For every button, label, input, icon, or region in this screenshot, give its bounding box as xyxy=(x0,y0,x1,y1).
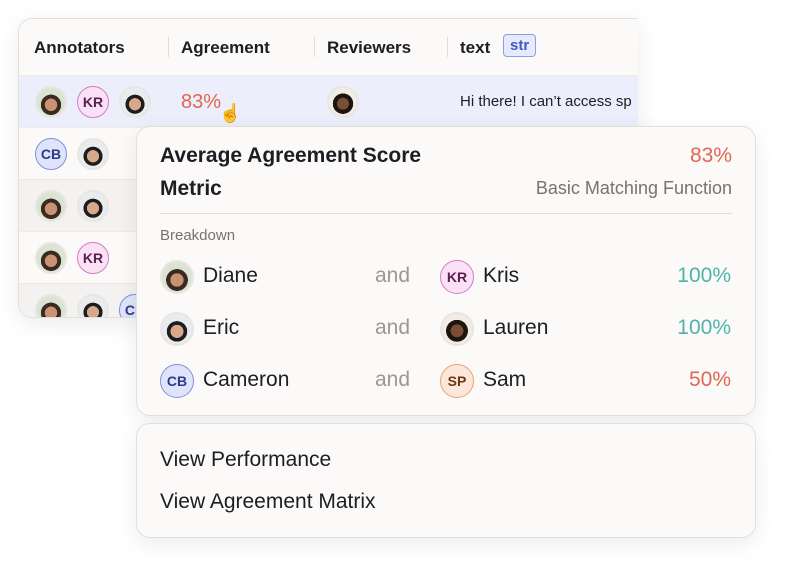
header[interactable]: Agreement xyxy=(181,38,270,57)
metric-label: Metric xyxy=(160,177,222,200)
avatar: CB xyxy=(35,138,67,170)
pair-score: 100% xyxy=(677,316,731,339)
header: Reviewers xyxy=(327,38,412,57)
avatar xyxy=(35,86,67,118)
header: text xyxy=(460,38,491,57)
menu-item[interactable]: View Agreement Matrix xyxy=(160,490,376,513)
name: Sam xyxy=(483,368,527,391)
agreement-popup: Average Agreement Score 83% Metric Basic… xyxy=(136,126,756,416)
avatar xyxy=(35,294,67,317)
text-cell: Hi there! I can’t access sp xyxy=(460,93,632,110)
popup-title: Average Agreement Score xyxy=(160,144,422,167)
cursor: ☝ xyxy=(219,103,242,123)
name: Eric xyxy=(203,316,240,339)
header: Annotators xyxy=(34,38,125,57)
avatar xyxy=(119,86,151,118)
avatar xyxy=(160,312,194,346)
menu-item[interactable]: View Performance xyxy=(160,448,332,471)
avatar xyxy=(35,242,67,274)
avatar xyxy=(327,86,359,118)
pair-row: CB Cameron and SP Sam 50% xyxy=(137,363,755,399)
avatar: KR xyxy=(77,86,109,118)
joiner: and xyxy=(375,264,411,287)
table-row[interactable]: KR 83% ☝ Hi there! I can’t access sp xyxy=(19,75,638,128)
pair-row: Eric and Lauren 100% xyxy=(137,311,755,347)
avatar xyxy=(160,260,194,294)
breakdown-label: Breakdown xyxy=(160,227,236,244)
avatar: SP xyxy=(440,364,474,398)
name: Cameron xyxy=(203,368,290,391)
avatar xyxy=(77,294,109,317)
avatar xyxy=(77,138,109,170)
type-badge: str xyxy=(503,34,537,57)
joiner: and xyxy=(375,368,411,391)
pair-score: 100% xyxy=(677,264,731,287)
divider xyxy=(160,213,732,214)
name: Diane xyxy=(203,264,258,287)
name: Lauren xyxy=(483,316,549,339)
avatar xyxy=(77,190,109,222)
joiner: and xyxy=(375,316,411,339)
action-menu: View Performance View Agreement Matrix xyxy=(136,423,756,538)
avatar: KR xyxy=(440,260,474,294)
pair-score: 50% xyxy=(688,368,731,391)
pair-row: Diane and KR Kris 100% xyxy=(137,259,755,295)
name: Kris xyxy=(483,264,520,287)
metric: Basic Matching Function xyxy=(535,178,732,198)
popup-score: 83% xyxy=(689,144,732,167)
avatar xyxy=(440,312,474,346)
avatar: KR xyxy=(77,242,109,274)
agreement[interactable]: 83% xyxy=(181,91,222,113)
avatar: CB xyxy=(160,364,194,398)
avatar xyxy=(35,190,67,222)
